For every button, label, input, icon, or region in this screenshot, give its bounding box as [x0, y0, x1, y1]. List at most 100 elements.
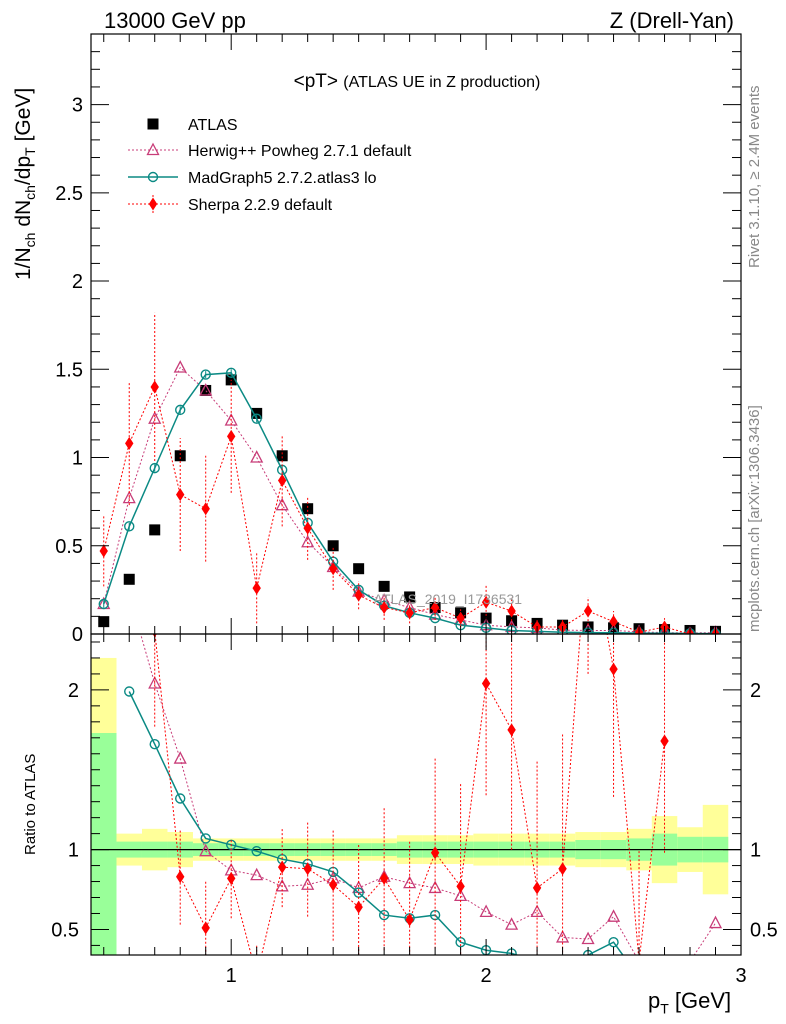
ratio-circle-open-series-point: [175, 793, 186, 804]
ratio-diamond-series-point: [609, 662, 618, 676]
ratio-circle-open-series-point: [124, 686, 135, 697]
chart-title-main: <pT>: [294, 71, 344, 92]
main-square-series-point: [200, 384, 212, 396]
main-diamond-series-point: [125, 436, 134, 450]
ratio-triangle-open-series-point: [708, 915, 723, 929]
ratio-circle-open-series-point: [200, 833, 211, 844]
chart-title-sub: (ATLAS UE in Z production): [343, 74, 540, 91]
ratio-diamond-series-point: [379, 871, 389, 885]
x-tick-label: 1: [226, 965, 237, 987]
main-circle-open-series-point: [175, 404, 186, 416]
ratio-circle-open-series-point: [149, 738, 160, 750]
ratio-triangle-open-series-point: [199, 843, 213, 857]
ratio-triangle-open-series-point: [505, 917, 519, 930]
main-square-series-point: [251, 407, 263, 419]
x-tick-label: 2: [481, 965, 492, 987]
ratio-diamond-series-point: [328, 878, 338, 892]
ratio-triangle-open-series-point: [173, 751, 187, 764]
main-diamond-series-point: [176, 488, 185, 502]
main-circle-open-series-point: [251, 413, 262, 424]
ratio-circle-open-series-point: [378, 909, 390, 921]
main-square-series-point: [378, 580, 390, 592]
main-square-series-point: [276, 450, 288, 462]
main-square-series-point: [353, 563, 365, 575]
main-square-series-point: [302, 503, 314, 515]
main-circle-open-series-point: [200, 369, 211, 380]
chart-title: <pT> (ATLAS UE in Z production): [294, 71, 541, 92]
main-diamond-series-point: [150, 380, 159, 394]
analysis-watermark: ATLAS_2019_I1736531: [374, 591, 523, 607]
main-circle-open-series-point: [98, 598, 109, 610]
main-triangle-open-series-point: [250, 450, 264, 463]
ratio-diamond-series-point: [252, 969, 260, 982]
ratio-triangle-open-series-point: [479, 904, 493, 918]
legend-label: ATLAS: [188, 117, 238, 134]
ratio-y-tick-label-right: 0.5: [750, 919, 778, 941]
ratio-triangle-open-series-point: [663, 953, 666, 955]
main-y-tick-label: 2: [72, 271, 83, 293]
main-y-tick-label: 0: [72, 624, 83, 646]
ratio-circle-open-series-point: [660, 973, 669, 982]
ratio-diamond-series-point: [430, 846, 440, 860]
ratio-circle-open-series-point: [608, 937, 619, 948]
legend-marker: [147, 171, 159, 183]
ratio-circle-open-series-point: [533, 957, 542, 966]
main-square-series-point: [149, 524, 161, 536]
ratio-diamond-series-point: [660, 734, 669, 748]
main-y-tick-label: 3: [72, 95, 83, 117]
main-circle-open-series-point: [124, 521, 135, 532]
ratio-y-tick-label-right: 2: [750, 680, 761, 702]
ratio-diamond-series-point: [558, 862, 567, 876]
main-diamond-series-point: [277, 473, 287, 487]
ratio-frame: [90, 633, 742, 956]
ratio-diamond-series-point: [481, 677, 491, 691]
main-diamond-series-point: [252, 581, 261, 595]
main-diamond-series-point: [226, 429, 236, 443]
main-triangle-open-series-point: [173, 360, 187, 373]
main-triangle-open-series-point: [659, 625, 670, 634]
main-diamond-series-point: [99, 544, 108, 558]
main-diamond-series-point: [379, 601, 389, 615]
main-y-tick-label: 2.5: [55, 183, 83, 205]
main-triangle-open-series-point: [301, 534, 315, 548]
ratio-diamond-series-point: [507, 723, 516, 737]
ratio-band-inner: [91, 733, 117, 955]
main-circle-open-series-point: [225, 367, 237, 379]
x-axis-title: pT [GeV]: [648, 988, 732, 1017]
energy-label: 13000 GeV pp: [104, 8, 246, 33]
main-diamond-series-point: [481, 595, 491, 609]
main-circle-open-series-point: [506, 625, 517, 634]
ratio-diamond-series-point: [532, 881, 542, 895]
ratio-diamond-series-line: [154, 634, 666, 955]
main-diamond-series-point: [456, 611, 465, 625]
legend-label: Herwig++ Powheg 2.7.1 default: [188, 143, 412, 160]
ratio-triangle-open-series-point: [530, 904, 544, 918]
main-square-series-point: [404, 591, 416, 603]
main-diamond-series-point: [354, 588, 363, 602]
ratio-plot-area: [91, 524, 741, 982]
main-diamond-series-point: [201, 502, 210, 516]
ratio-triangle-open-series-point: [124, 588, 135, 599]
ratio-diamond-series-point: [584, 524, 592, 537]
ratio-triangle-open-series-point: [606, 909, 621, 922]
ratio-circle-open-series-point: [251, 845, 262, 857]
ratio-diamond-series-point: [303, 862, 312, 876]
main-triangle-open-series-point: [199, 383, 213, 396]
ratio-diamond-series-point: [456, 879, 465, 893]
ratio-circle-open-series-point: [635, 973, 644, 982]
main-triangle-open-series-point: [582, 623, 594, 634]
ratio-y-tick-label-left: 1: [68, 840, 79, 862]
main-triangle-open-series-point: [122, 490, 136, 504]
ratio-diamond-series-point: [277, 860, 287, 874]
ratio-triangle-open-series-point: [581, 931, 595, 945]
ratio-diamond-series-point: [176, 870, 185, 884]
ratio-diamond-series-point: [638, 954, 640, 955]
legend-label: MadGraph5 2.7.2.atlas3 lo: [188, 170, 377, 187]
legend-marker: [147, 118, 159, 130]
main-triangle-open-series-point: [556, 622, 569, 634]
ratio-diamond-series-point: [405, 913, 414, 927]
ratio-y-tick-label-left: 2: [68, 680, 79, 702]
main-square-series-point: [98, 616, 110, 628]
main-y-tick-label: 0.5: [55, 536, 83, 558]
ratio-diamond-series-point: [201, 921, 210, 935]
